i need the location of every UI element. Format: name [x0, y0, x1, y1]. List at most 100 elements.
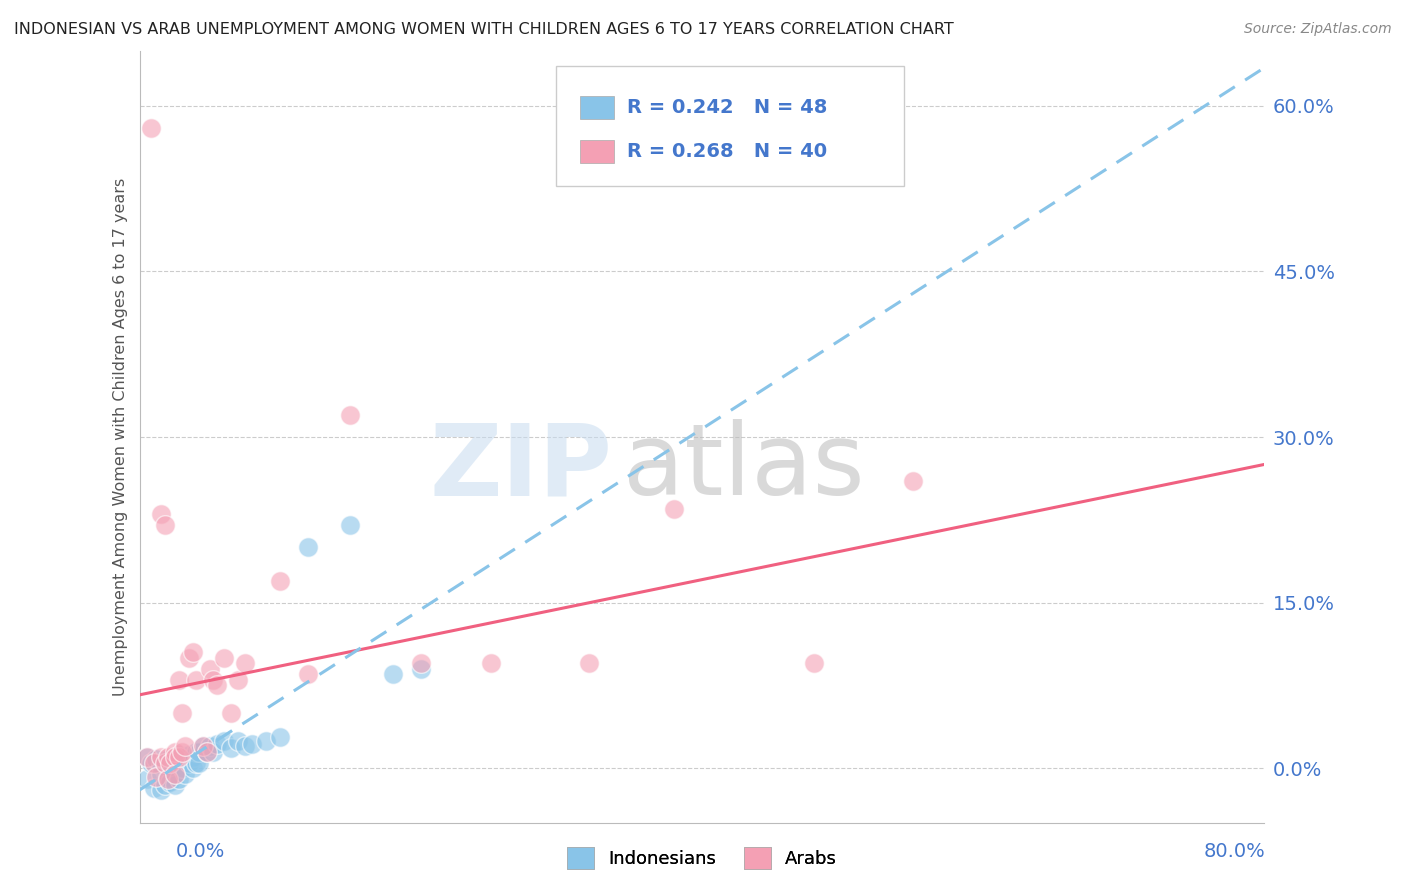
Point — [177, 747, 200, 762]
Point — [191, 739, 214, 754]
Point — [173, 739, 195, 754]
Point — [156, 770, 179, 784]
Point — [177, 651, 200, 665]
Point — [187, 756, 209, 770]
Point — [219, 741, 242, 756]
Point — [156, 772, 179, 787]
Point — [153, 518, 176, 533]
Point — [479, 657, 502, 671]
Point — [135, 750, 157, 764]
Point — [170, 750, 193, 764]
Text: R = 0.242   N = 48: R = 0.242 N = 48 — [627, 97, 827, 117]
Point — [195, 745, 218, 759]
Point — [901, 475, 924, 489]
Point — [184, 673, 207, 687]
Point — [173, 752, 195, 766]
Point — [181, 761, 204, 775]
Point — [205, 737, 228, 751]
Point — [226, 673, 249, 687]
Point — [159, 756, 181, 770]
Text: atlas: atlas — [623, 419, 865, 516]
Point — [233, 657, 256, 671]
Point — [212, 733, 235, 747]
Point — [409, 657, 432, 671]
Legend: Indonesians, Arabs: Indonesians, Arabs — [560, 839, 844, 876]
Point — [297, 541, 319, 555]
Point — [163, 766, 186, 780]
Point — [409, 662, 432, 676]
Point — [163, 766, 186, 780]
Point — [254, 733, 277, 747]
Point — [167, 747, 190, 762]
Point — [297, 667, 319, 681]
Point — [233, 739, 256, 754]
Point — [212, 651, 235, 665]
Point — [187, 745, 209, 759]
Point — [167, 673, 190, 687]
Point — [181, 750, 204, 764]
Y-axis label: Unemployment Among Women with Children Ages 6 to 17 years: Unemployment Among Women with Children A… — [114, 178, 128, 696]
Point — [219, 706, 242, 720]
Point — [240, 737, 263, 751]
Point — [170, 745, 193, 759]
FancyBboxPatch shape — [555, 66, 904, 186]
FancyBboxPatch shape — [581, 95, 614, 119]
Text: R = 0.268   N = 40: R = 0.268 N = 40 — [627, 142, 827, 161]
Point — [163, 778, 186, 792]
Point — [578, 657, 600, 671]
Point — [184, 756, 207, 770]
Point — [339, 518, 361, 533]
Point — [803, 657, 825, 671]
Point — [156, 752, 179, 766]
Point — [135, 772, 157, 787]
Point — [205, 678, 228, 692]
Point — [201, 745, 224, 759]
Point — [381, 667, 404, 681]
Point — [142, 756, 165, 770]
Point — [163, 756, 186, 770]
Point — [177, 756, 200, 770]
Point — [173, 766, 195, 780]
Point — [149, 758, 172, 772]
Point — [163, 750, 186, 764]
Point — [135, 750, 157, 764]
Point — [142, 781, 165, 796]
Point — [153, 778, 176, 792]
Point — [195, 745, 218, 759]
Point — [662, 501, 685, 516]
Point — [159, 774, 181, 789]
Point — [153, 756, 176, 770]
Point — [149, 766, 172, 780]
Point — [163, 750, 186, 764]
Point — [167, 772, 190, 787]
Point — [156, 750, 179, 764]
Point — [139, 756, 162, 770]
Text: 0.0%: 0.0% — [176, 842, 225, 862]
Point — [184, 745, 207, 759]
Point — [149, 508, 172, 522]
Point — [170, 706, 193, 720]
Point — [181, 645, 204, 659]
Text: INDONESIAN VS ARAB UNEMPLOYMENT AMONG WOMEN WITH CHILDREN AGES 6 TO 17 YEARS COR: INDONESIAN VS ARAB UNEMPLOYMENT AMONG WO… — [14, 22, 953, 37]
Point — [149, 750, 172, 764]
Point — [339, 408, 361, 422]
Point — [269, 574, 291, 588]
Point — [163, 745, 186, 759]
Point — [167, 750, 190, 764]
FancyBboxPatch shape — [581, 139, 614, 162]
Point — [145, 752, 167, 766]
Text: Source: ZipAtlas.com: Source: ZipAtlas.com — [1244, 22, 1392, 37]
Point — [201, 673, 224, 687]
Point — [191, 739, 214, 754]
Text: ZIP: ZIP — [429, 419, 612, 516]
Point — [269, 731, 291, 745]
Point — [153, 756, 176, 770]
Point — [226, 733, 249, 747]
Point — [170, 761, 193, 775]
Text: 80.0%: 80.0% — [1204, 842, 1265, 862]
Point — [198, 739, 221, 754]
Point — [159, 756, 181, 770]
Point — [145, 770, 167, 784]
Point — [149, 783, 172, 797]
Point — [198, 662, 221, 676]
